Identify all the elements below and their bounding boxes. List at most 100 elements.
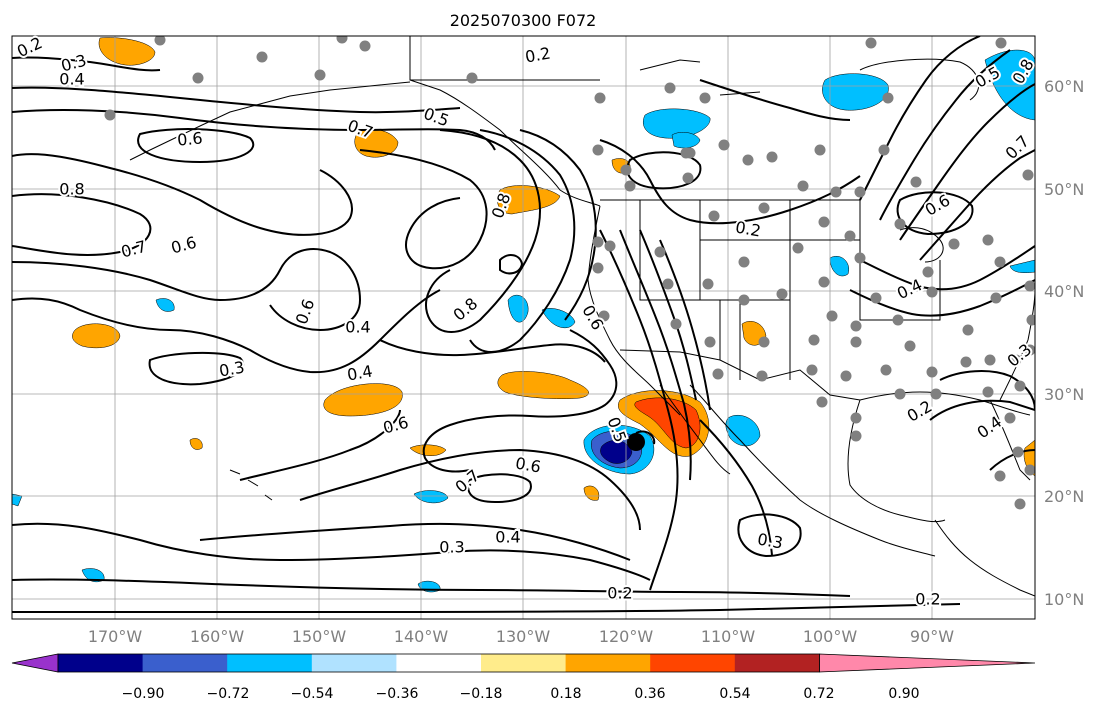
baja-peninsula [659,384,731,475]
lon-label: 100°W [803,627,858,646]
lat-label: 20°N [1044,487,1084,506]
colorbar-segment [58,654,144,672]
blue-anomaly-small-w [155,298,175,312]
colorbar-tick-label: 0.36 [634,686,665,702]
contour-east-b [879,49,1011,221]
lon-label: 160°W [190,627,245,646]
colorbar-extend-high [819,653,1036,673]
contour-west-top [12,56,161,72]
alaska-coast [409,36,601,207]
colorbar-segment [396,654,482,672]
blue-anomaly-alberta [642,108,711,139]
hudson-bay [859,58,980,101]
map-border [11,35,1036,620]
mexico-gulf-coast [847,399,946,523]
contour-mexico-a [699,419,773,556]
colorbar-segment [650,654,736,672]
lon-label: 90°W [910,627,954,646]
contour-label: 0.2 [607,584,632,603]
contour-pnw-a [599,139,861,225]
contour-pnw-b [699,79,851,121]
lat-label: 30°N [1044,385,1084,404]
colorbar-outline [57,653,820,673]
contour-oval-e [737,513,802,558]
contour-mid-c [469,129,576,353]
cyclone-center-marker [627,433,645,451]
contour-mid-f [379,339,606,363]
great-lakes [899,227,944,263]
aleutian-chain [129,81,411,161]
blue-anomaly-bc [671,132,701,149]
colorbar-tick-label: −0.54 [291,686,334,702]
latitude-labels: 60°N 50°N 40°N 30°N 20°N 10°N [1044,77,1084,609]
colorbar-tick-label: −0.18 [460,686,503,702]
lon-label: 140°W [394,627,449,646]
shaded-anomalies [12,37,1035,593]
contour-mid-b [425,129,541,333]
contour-south-d [12,578,851,597]
red-anomaly-baja [634,397,701,449]
blue-anomaly-tx [829,256,850,277]
contour-baja-a [599,229,679,591]
colorbar-tick-label: 0.54 [719,686,750,702]
contour-west-e [12,248,362,332]
lon-label: 170°W [88,627,143,646]
station-dots [104,36,1035,510]
contour-label: 0.4 [495,528,520,547]
colorbar-tick-label: 0.72 [803,686,834,702]
hawaii-islands [229,469,273,501]
contour-east-h [929,399,1035,421]
alaska-interior-border [409,36,600,81]
orange-anomaly-gulf [497,185,561,215]
longitude-labels: 170°W 160°W 150°W 140°W 130°W 120°W 110°… [88,627,954,646]
contour-south-a [299,448,641,531]
colorbar-segment [565,654,651,672]
contour-east-g [939,370,1035,411]
colorbar-tick-label: −0.90 [122,686,165,702]
colorbar-tick-label: −0.36 [376,686,419,702]
colorbar: −0.90 −0.72 −0.54 −0.36 −0.18 0.18 0.36 … [11,653,1036,702]
east-coast-us [999,289,1035,401]
cyclone-swirl [635,430,656,445]
gulf-coast-us [859,391,1031,416]
contour-label: 0.4 [345,318,370,337]
orange-anomaly-mid-pacific [323,383,403,417]
lat-label: 50°N [1044,180,1084,199]
lon-label: 110°W [701,627,756,646]
contour-east-c [899,83,1035,241]
contour-baja-b [619,229,692,481]
contour-mid-a [359,149,488,270]
contour-oval-b [148,351,245,386]
lon-label: 120°W [599,627,654,646]
contour-label: 0.6 [176,128,203,149]
contour-label: 0.8 [59,180,84,199]
florida [989,399,1031,481]
colorbar-tick-label: −0.72 [207,686,250,702]
map-title: 2025070300 F072 [450,11,597,30]
contour-west-c [12,153,353,236]
lon-label: 150°W [292,627,347,646]
contour-south-b [199,409,631,561]
lat-label: 10°N [1044,590,1084,609]
lon-label: 130°W [496,627,551,646]
colorbar-tick-label: 0.18 [550,686,581,702]
contour-lines [12,36,1035,614]
contour-baja-c [639,229,697,401]
mexico-west-coast [689,384,936,557]
contour-oval-c [626,151,702,190]
contour-oval-d [467,473,532,504]
orange-anomaly-bering [98,37,156,66]
lat-label: 40°N [1044,282,1084,301]
contour-mid-d [519,129,597,321]
colorbar-segment [734,654,820,672]
colorbar-segment [227,654,313,672]
state-lines-a [639,200,701,301]
contour-oval-a [137,128,255,164]
map-area [12,36,1035,619]
blue-anomaly-hawaii-e [413,490,449,504]
colorbar-tick-label: 0.90 [888,686,919,702]
colorbar-ticks: −0.90 −0.72 −0.54 −0.36 −0.18 0.18 0.36 … [122,686,920,702]
blue-anomaly-nw-ontario [822,73,889,111]
